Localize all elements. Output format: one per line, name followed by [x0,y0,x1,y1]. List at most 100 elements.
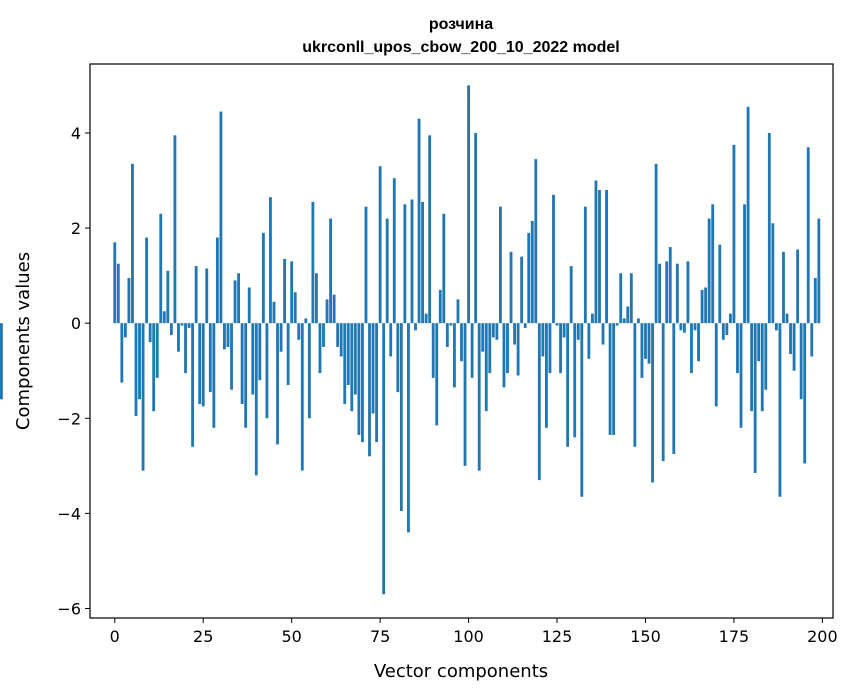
bar [240,323,244,405]
bar [325,299,329,324]
bar [569,266,573,324]
chart-subtitle: ukrconll_upos_cbow_200_10_2022 model [302,39,619,56]
bar [322,323,325,347]
bar [516,323,520,376]
bar [272,301,276,324]
bar [350,323,354,412]
bar [771,223,775,324]
bar [208,323,212,393]
chart-title: розчина [429,16,493,33]
bar [644,323,647,359]
bar [364,206,368,324]
bar [545,323,548,428]
bar [654,163,658,324]
bar [785,313,789,324]
bar [148,323,152,343]
bar [576,323,580,340]
bar [640,323,644,378]
bar [403,204,407,324]
bar [442,213,446,324]
bar [605,190,608,324]
bar [477,323,481,471]
bar [598,190,601,324]
y-tick-label: 0 [71,314,81,333]
bar [583,206,587,324]
bar [601,323,605,345]
bar [304,318,308,324]
bar [407,323,410,533]
bar [799,323,803,400]
bar [336,323,340,347]
bar [552,194,555,324]
bar [499,206,502,324]
bar [619,273,623,324]
bar [467,85,470,324]
bar [541,323,545,357]
bar [782,251,785,324]
bar [375,323,378,443]
bar [138,323,141,400]
x-tick-label: 100 [453,627,484,646]
bar [212,323,216,428]
bar [311,201,315,324]
bar [127,277,131,324]
bar [693,323,697,331]
bar [180,323,184,326]
y-axis-ticks: −6 −4 −2 0 2 4 [57,124,90,618]
bar [318,323,322,374]
bar [562,323,566,338]
bar [173,135,177,324]
x-tick-label: 125 [542,627,573,646]
bar [718,244,722,324]
bar [445,323,449,347]
bar [399,323,403,512]
bar [417,118,421,324]
bar [385,218,389,324]
bar [414,323,417,331]
bar [244,323,248,428]
bar [566,323,570,447]
x-tick-label: 200 [807,627,838,646]
x-axis-label: Vector components [374,661,548,682]
x-tick-label: 25 [193,627,213,646]
bar [223,323,226,350]
bar [767,132,771,324]
bar [704,287,708,324]
bar [573,323,577,438]
y-axis-label: Components values [13,252,34,430]
bar [651,323,654,483]
bar [290,261,294,324]
bar [488,323,492,374]
bar [123,323,127,338]
bar [346,323,350,385]
bar [201,323,205,407]
bar [559,323,562,374]
y-tick-label: −6 [57,599,81,618]
bar [279,323,283,352]
x-axis-ticks: 0 25 50 75 100 125 150 175 200 [110,618,838,646]
bar [460,323,463,362]
bar [159,213,163,324]
bar [184,323,187,374]
bar [753,323,757,473]
y-tick-label: −2 [57,409,81,428]
bar [675,263,679,324]
bar [258,323,262,381]
bar [332,294,336,324]
bar [177,323,180,352]
bar [286,323,290,385]
bar [371,323,375,414]
bar [537,323,541,481]
bar [792,323,796,371]
bar [690,323,693,374]
bar [714,323,718,407]
bar [389,323,393,357]
bar [633,323,637,447]
bar [353,323,357,395]
bar [746,106,750,324]
y-tick-label: 2 [71,219,81,238]
bar [506,323,509,374]
bar [587,323,591,359]
bar [580,323,584,497]
bar [757,323,761,362]
